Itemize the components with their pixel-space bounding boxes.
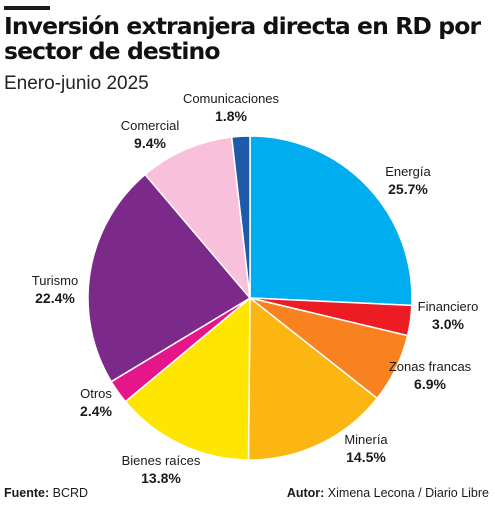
slice-label-turismo: Turismo 22.4% [32,273,78,306]
slice-label-energia: Energía 25.7% [385,164,431,197]
pie-slice-comunicaciones [230,135,251,299]
slice-value: 2.4% [80,403,112,419]
pie-slice-energia [249,135,413,307]
source-label: Fuente: [4,486,50,500]
slice-label-mineria: Minería 14.5% [344,432,388,465]
slice-name: Comercial [121,118,180,133]
author-credit: Autor: Ximena Lecona / Diario Libre [287,486,489,500]
author-value: Ximena Lecona / Diario Libre [327,486,489,500]
chart-title: Inversión extranjera directa en RD por s… [4,12,481,65]
slice-label-comercial: Comercial 9.4% [121,118,180,151]
slice-name: Comunicaciones [183,91,280,106]
title-accent-bar [4,6,50,10]
slice-value: 25.7% [388,181,428,197]
pie-slice-turismo [87,173,251,383]
slice-value: 9.4% [134,135,166,151]
slice-value: 22.4% [35,290,75,306]
slice-value: 13.8% [141,470,181,486]
slice-value: 14.5% [346,449,386,465]
slice-value: 3.0% [432,316,464,332]
slice-label-otros: Otros 2.4% [80,386,112,419]
slice-name: Zonas francas [389,359,472,374]
pie-slice-mineria [247,297,378,461]
slice-name: Minería [344,432,388,447]
slice-label-zonas-francas: Zonas francas 6.9% [389,359,472,392]
slice-name: Financiero [418,299,479,314]
slice-name: Turismo [32,273,78,288]
slice-name: Energía [385,164,431,179]
slice-label-financiero: Financiero 3.0% [418,299,479,332]
source-credit: Fuente: BCRD [4,486,88,500]
source-value: BCRD [52,486,89,500]
slice-label-bienes-raices: Bienes raíces 13.8% [122,453,201,486]
pie-labels: Energía 25.7% Financiero 3.0% Zonas francas 6… [32,91,479,486]
slice-value: 1.8% [215,108,247,124]
chart-subtitle: Enero-junio 2025 [4,73,149,94]
author-label: Autor: [286,486,325,500]
pie-slice-comercial [144,136,251,299]
slice-name: Bienes raíces [122,453,201,468]
pie-slice-bienes-raices [124,297,251,461]
slice-value: 6.9% [414,376,446,392]
slice-label-comunicaciones: Comunicaciones 1.8% [183,91,280,124]
pie-slices [87,135,413,461]
slice-name: Otros [80,386,112,401]
